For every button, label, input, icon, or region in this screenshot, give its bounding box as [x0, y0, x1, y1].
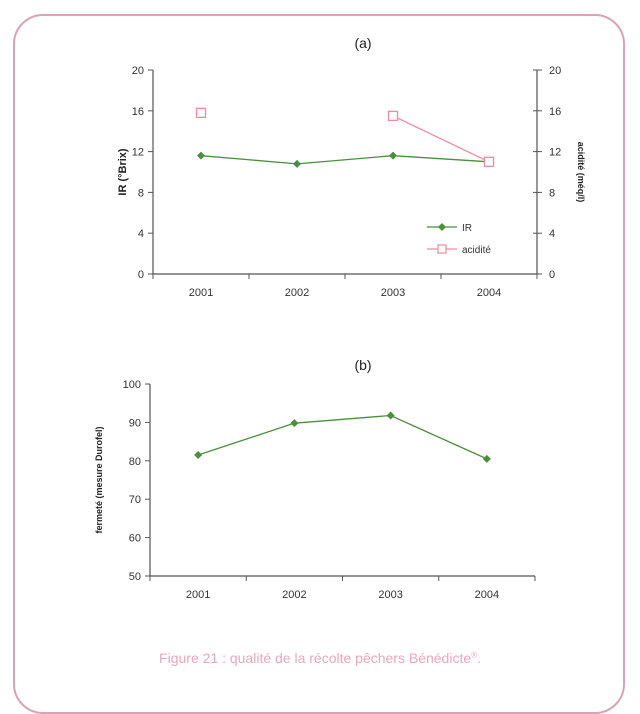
panel-label-1: (b) [354, 357, 371, 373]
data-point-diamond [197, 151, 205, 160]
y-tick-label: 50 [129, 571, 141, 583]
y-tick-label: 90 [129, 417, 141, 429]
figure-caption: Figure 21 : qualité de la récolte pêcher… [0, 650, 640, 666]
x-tick-label: 2001 [189, 287, 213, 299]
x-tick-label: 2003 [378, 589, 402, 601]
caption-text: Figure 21 : qualité de la récolte pêcher… [159, 650, 472, 666]
x-tick-label: 2002 [282, 589, 306, 601]
caption-superscript: ® [471, 650, 478, 660]
y2-tick-label: 16 [549, 106, 561, 118]
legend-marker-diamond [438, 223, 446, 231]
data-point-square [195, 107, 207, 118]
data-point-diamond [194, 451, 203, 460]
x-tick-label: 2003 [381, 287, 405, 299]
caption-tail: . [477, 650, 481, 666]
y-axis-title: IR (°Brix) [117, 148, 129, 196]
series-line-0 [197, 414, 488, 460]
data-point-diamond [482, 454, 491, 463]
x-tick-label: 2001 [186, 589, 210, 601]
legend-label-1: acidité [462, 245, 491, 256]
y-tick-label: 4 [138, 228, 144, 240]
y2-tick-label: 12 [549, 147, 561, 159]
data-point-diamond [293, 159, 301, 168]
y-tick-label: 20 [132, 65, 144, 77]
y2-tick-label: 20 [549, 65, 561, 77]
y-tick-label: 0 [138, 269, 144, 281]
legend-label-0: IR [462, 223, 472, 234]
y2-tick-label: 8 [549, 187, 555, 199]
x-tick-label: 2004 [475, 589, 499, 601]
y2-tick-label: 4 [549, 228, 555, 240]
panel-label-0: (a) [354, 35, 371, 51]
y-tick-label: 12 [132, 147, 144, 159]
x-tick-label: 2004 [477, 287, 501, 299]
legend-marker-square [437, 244, 447, 254]
data-point-diamond [290, 419, 299, 428]
series-line-1 [392, 115, 490, 163]
y-tick-label: 100 [123, 379, 141, 391]
y-tick-label: 8 [138, 187, 144, 199]
chart-b: (b) 50 60 70 80 90 100 2001 2002 2003 2004 fermeté … [94, 357, 536, 601]
series-line-0 [200, 155, 490, 165]
y2-axis-title: acidité (méq/l) [576, 142, 586, 203]
y-tick-label: 60 [129, 533, 141, 545]
y-tick-label: 70 [129, 494, 141, 506]
y2-tick-label: 0 [549, 269, 555, 281]
data-point-square [483, 156, 495, 167]
data-point-diamond [389, 151, 397, 160]
y-tick-label: 16 [132, 106, 144, 118]
y-tick-label: 80 [129, 456, 141, 468]
data-point-square [387, 110, 399, 122]
data-point-diamond [386, 411, 395, 420]
x-tick-label: 2002 [285, 287, 309, 299]
y-axis-title: fermeté (mesure Durofel) [94, 426, 104, 533]
